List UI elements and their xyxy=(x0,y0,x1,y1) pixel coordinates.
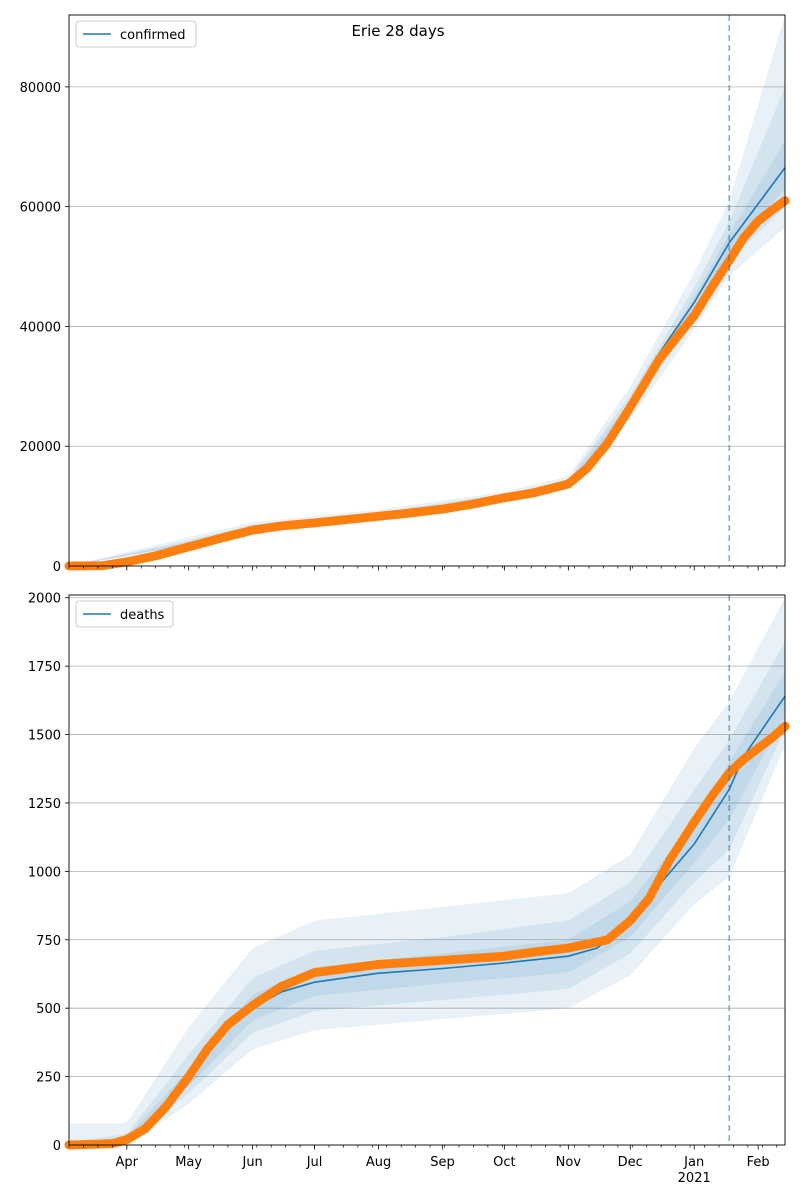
y-tick-label: 750 xyxy=(36,934,61,949)
y-tick-label: 20000 xyxy=(20,440,61,455)
confidence-band xyxy=(69,641,785,1145)
legend-label: confirmed xyxy=(120,28,186,43)
confirmed-panel: 0 20000 40000 60000 80000 confirmed xyxy=(20,14,790,575)
axes-frame xyxy=(68,14,786,567)
x-tick-label: Aug xyxy=(366,1155,391,1170)
x-tick-label: Nov xyxy=(556,1155,582,1170)
y-tick-label: 60000 xyxy=(20,201,61,216)
x-tick-label: Jan xyxy=(683,1155,704,1170)
y-tick-label: 1000 xyxy=(28,865,61,880)
y-tick-label: 2000 xyxy=(28,592,61,607)
legend-box xyxy=(75,20,197,48)
x-year-label: 2021 xyxy=(678,1171,711,1186)
y-tick-label: 0 xyxy=(53,560,61,575)
x-tick-label: May xyxy=(175,1155,202,1170)
x-tick-label: Sep xyxy=(430,1155,455,1170)
x-tick-label: Jul xyxy=(306,1155,323,1170)
y-tick-label: 80000 xyxy=(20,81,61,96)
legend-box xyxy=(75,600,174,628)
x-tick-label: Oct xyxy=(493,1155,515,1170)
x-tick-label: Jun xyxy=(241,1155,262,1170)
y-tick-label: 40000 xyxy=(20,320,61,335)
x-tick-label: Dec xyxy=(618,1155,643,1170)
axes-frame xyxy=(68,594,786,1146)
x-tick-label: Apr xyxy=(116,1155,139,1170)
deaths-panel: 0 250 500 750 1000 1250 1500 1750 2000 Apr May Jun J… xyxy=(28,592,790,1186)
y-tick-label: 1250 xyxy=(28,797,61,812)
y-tick-label: 250 xyxy=(36,1071,61,1086)
x-tick-label: Feb xyxy=(747,1155,770,1170)
y-tick-label: 500 xyxy=(36,1002,61,1017)
legend-label: deaths xyxy=(120,608,165,623)
y-tick-label: 1500 xyxy=(28,729,61,744)
y-tick-label: 0 xyxy=(53,1139,61,1154)
confidence-band xyxy=(69,15,785,566)
chart-title: Erie 28 days xyxy=(351,22,444,40)
confidence-band xyxy=(69,140,785,567)
y-tick-label: 1750 xyxy=(28,660,61,675)
